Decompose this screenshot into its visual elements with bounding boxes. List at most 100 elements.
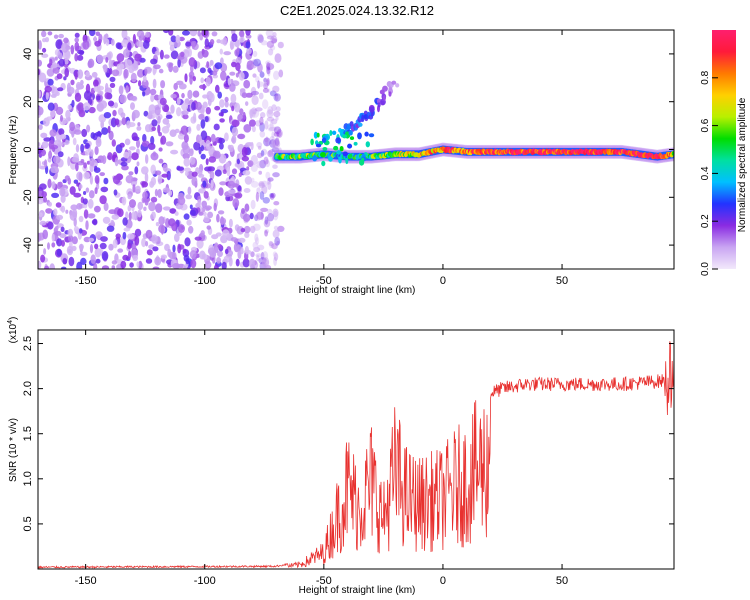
noise-blob (219, 48, 223, 55)
noise-blob (264, 229, 270, 234)
noise-blob (256, 160, 264, 169)
noise-blob (181, 102, 189, 111)
noise-blob (130, 72, 137, 83)
noise-blob (144, 68, 148, 76)
noise-blob (143, 206, 147, 211)
heatmap-panel: -150 -100 -50 0 50 -40 -20 0 20 40 Height of str… (8, 29, 675, 296)
noise-blob (157, 124, 161, 134)
noise-blob (150, 94, 155, 103)
cluster-blob (313, 131, 318, 139)
noise-blob (79, 251, 88, 256)
noise-blob (238, 172, 242, 177)
noise-blob (170, 149, 179, 155)
noise-blob (108, 130, 114, 141)
noise-blob (178, 83, 187, 90)
noise-blob (255, 212, 262, 221)
y-tick-label: 0 (22, 146, 34, 152)
noise-blob (200, 118, 206, 129)
noise-blob (267, 124, 275, 132)
noise-blob (176, 166, 185, 171)
noise-blob (234, 102, 241, 113)
y-tick-label: 2.5 (22, 336, 34, 351)
noise-blob (155, 203, 163, 214)
noise-blob (169, 208, 177, 214)
noise-blob (198, 211, 204, 216)
noise-blob (115, 42, 122, 49)
cluster-blob (349, 136, 355, 141)
noise-blob (183, 134, 189, 143)
noise-blob (265, 159, 269, 165)
colorbar: 0.0 0.2 0.4 0.6 0.8 Normalized spectral ampl… (700, 30, 748, 276)
snr-y-multiplier: (x104) (7, 317, 19, 344)
noise-blob (38, 199, 43, 205)
noise-blob (51, 242, 56, 248)
noise-blob (122, 254, 129, 261)
noise-blob (95, 138, 102, 148)
noise-blob (264, 230, 268, 237)
noise-blob (243, 225, 251, 234)
noise-blob (55, 202, 62, 208)
noise-blob (227, 189, 236, 194)
noise-blob (189, 156, 196, 165)
noise-blob (259, 261, 266, 269)
noise-blob (274, 126, 277, 134)
noise-blob (203, 216, 210, 223)
noise-blob (183, 167, 191, 172)
noise-blob (77, 102, 85, 113)
y-tick-label: 20 (22, 96, 34, 108)
noise-blob (187, 186, 192, 195)
noise-blob (258, 170, 263, 175)
noise-blob (60, 266, 67, 269)
branch-blob (383, 95, 386, 101)
noise-blob (185, 257, 190, 265)
noise-blob (129, 146, 136, 151)
noise-blob (217, 210, 225, 215)
noise-blob (182, 30, 190, 36)
noise-blob (267, 106, 274, 115)
branch-blob (395, 83, 400, 88)
noise-blob (87, 213, 96, 219)
noise-blob (185, 41, 192, 47)
noise-blob (273, 93, 281, 102)
noise-blob (47, 102, 55, 111)
noise-blob (129, 262, 134, 268)
noise-blob (107, 100, 115, 107)
noise-blob (258, 182, 266, 189)
noise-blob (127, 42, 132, 51)
noise-blob (105, 82, 109, 93)
noise-blob (96, 54, 104, 64)
noise-blob (80, 143, 85, 153)
heatmap-y-axis-label: Frequency (Hz) (8, 116, 19, 185)
noise-blob (105, 56, 109, 63)
noise-blob (277, 41, 284, 49)
noise-blob (203, 211, 207, 217)
noise-blob (75, 144, 80, 153)
noise-blob (142, 40, 150, 49)
noise-blob (243, 79, 251, 89)
noise-blob (267, 177, 274, 182)
noise-blob (219, 99, 225, 108)
noise-blob (158, 68, 164, 74)
noise-blob (230, 237, 238, 242)
noise-blob (269, 193, 275, 200)
noise-blob (203, 191, 209, 199)
cluster-blob (328, 156, 333, 162)
noise-blob (86, 124, 91, 133)
noise-blob (198, 113, 205, 120)
noise-blob (257, 81, 264, 87)
noise-blob (111, 260, 118, 265)
noise-blob (54, 56, 58, 61)
noise-blob (215, 84, 220, 93)
noise-blob (38, 59, 42, 67)
noise-blob (155, 222, 160, 227)
noise-blob (57, 181, 61, 190)
noise-blob (44, 265, 50, 269)
noise-blob (95, 31, 101, 37)
noise-blob (85, 71, 91, 78)
noise-blob (120, 161, 128, 167)
noise-blob (109, 82, 116, 88)
cluster-blob (321, 137, 327, 143)
noise-blob (266, 109, 274, 118)
noise-blob (207, 211, 214, 219)
noise-blob (94, 146, 99, 156)
